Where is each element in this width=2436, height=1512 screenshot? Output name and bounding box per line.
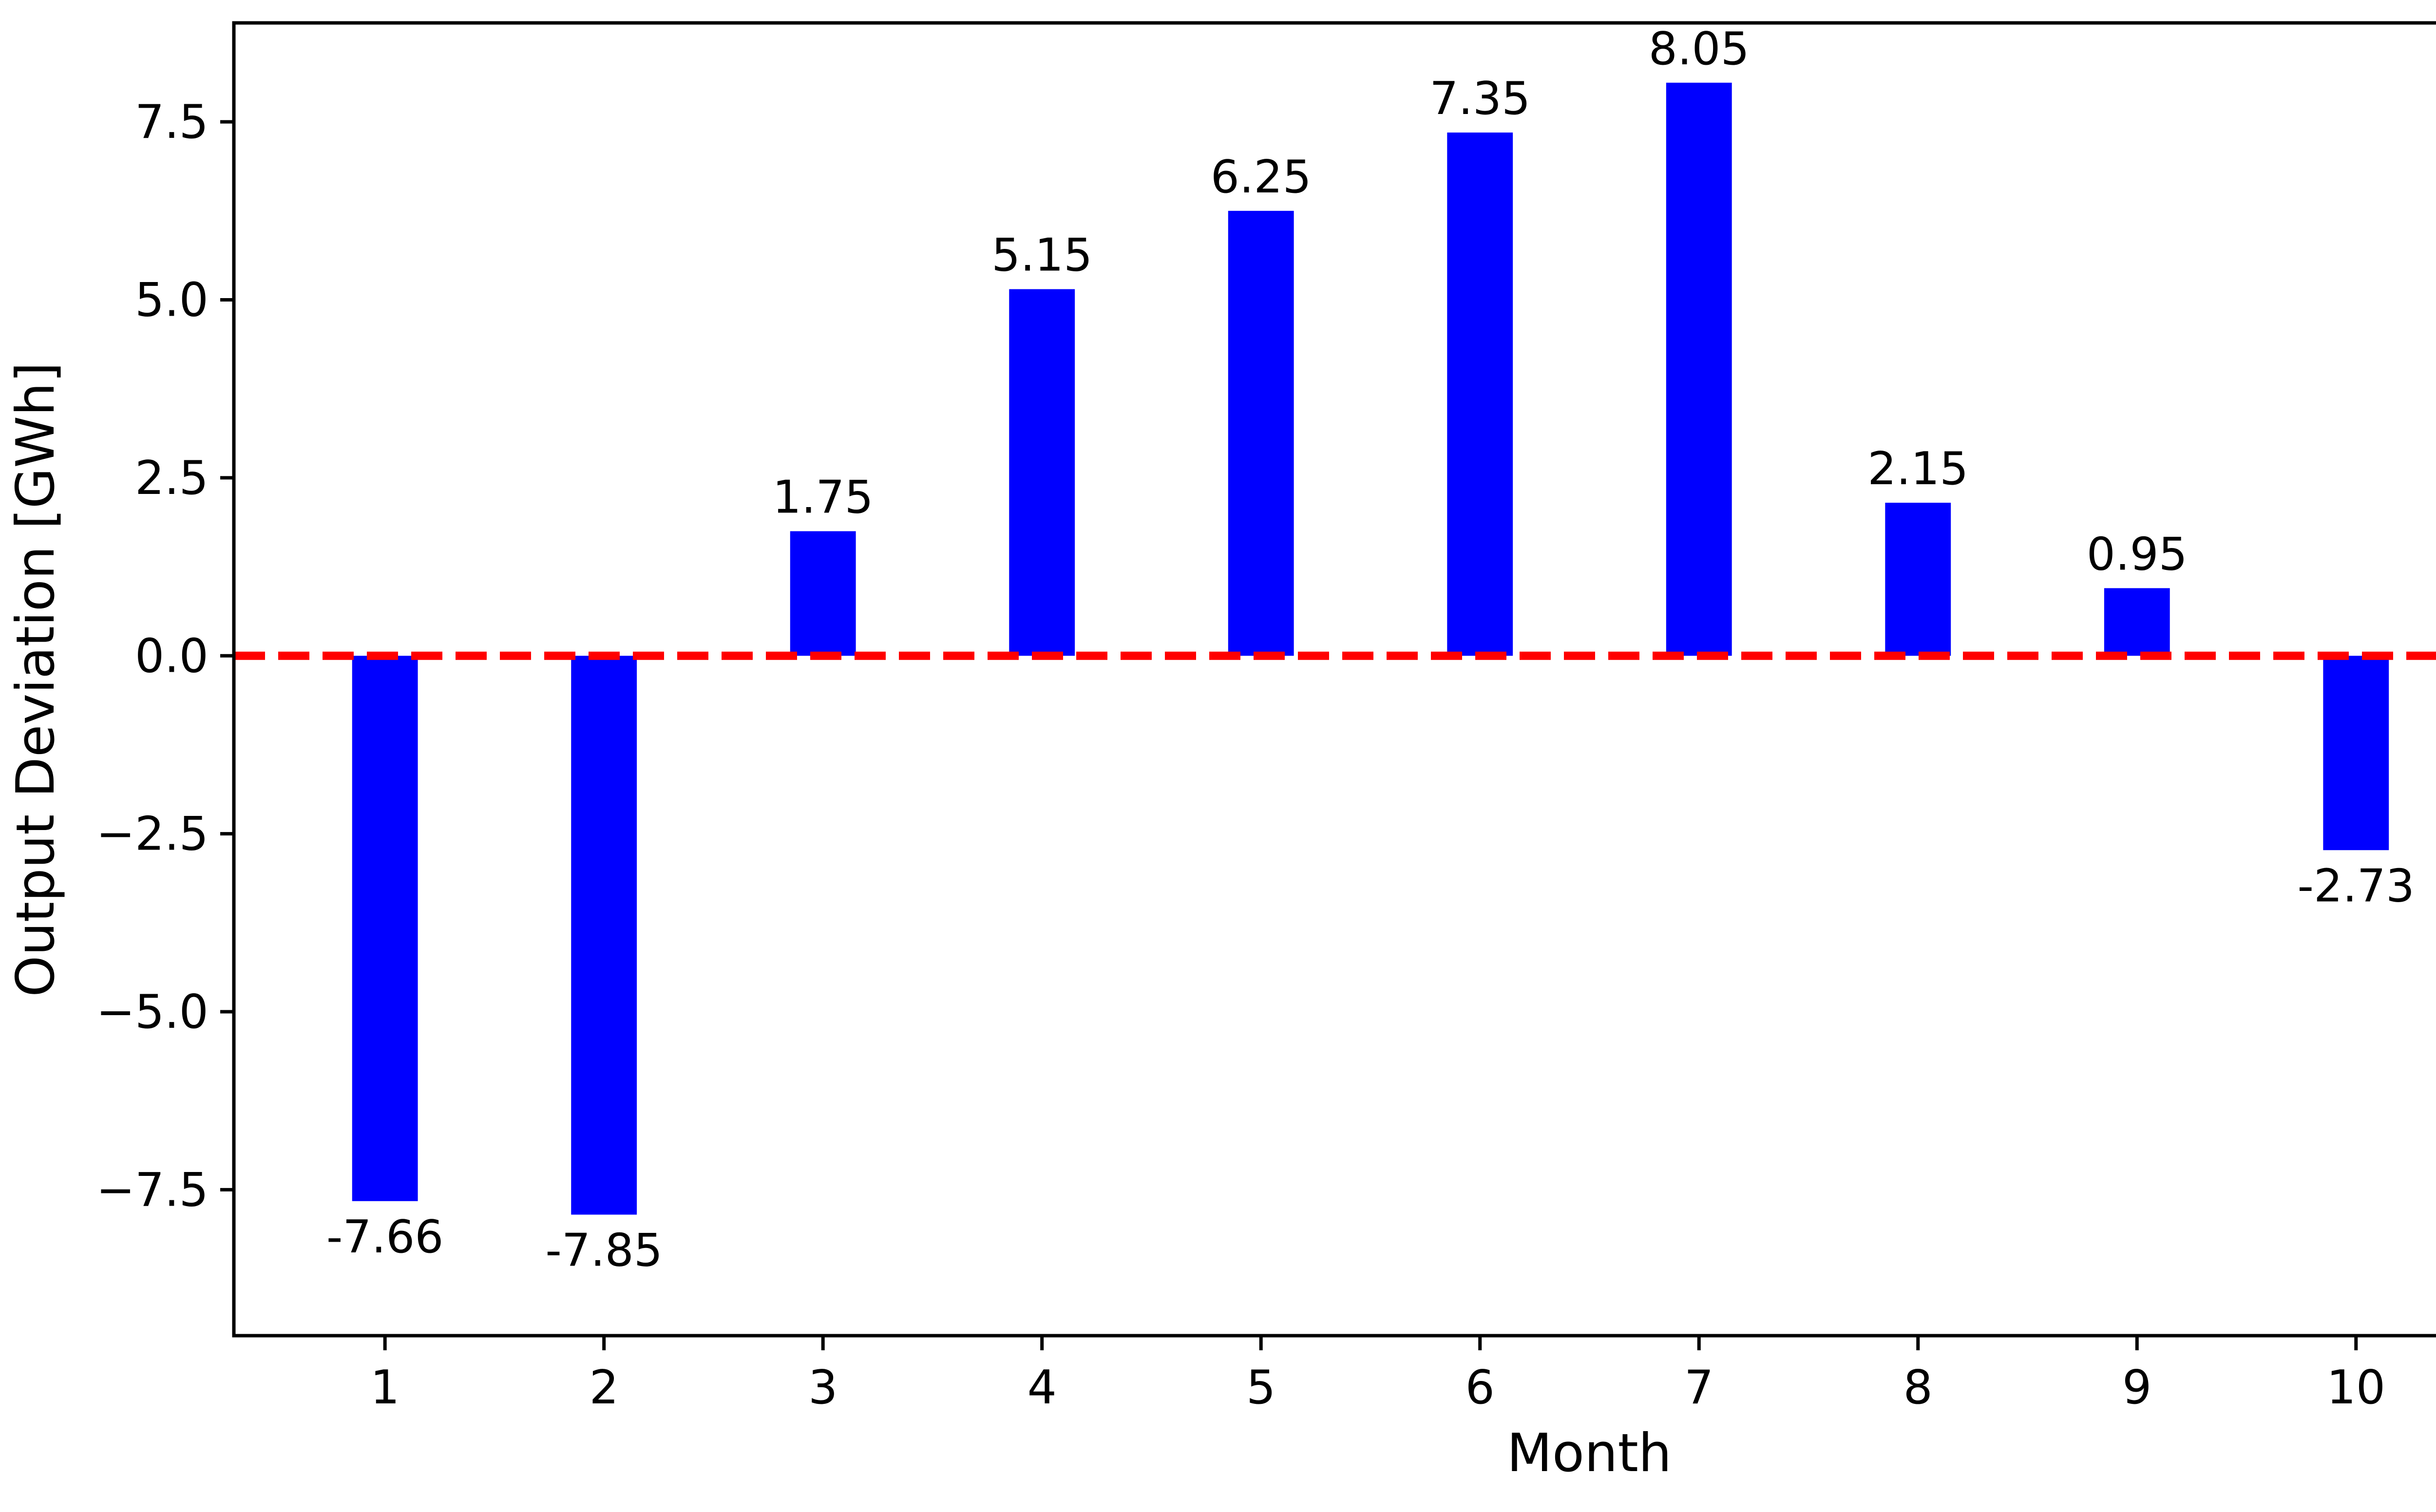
bar-month-2 <box>571 656 637 1215</box>
bar-value-label-month-4: 5.15 <box>991 229 1092 282</box>
y-tick-label: 2.5 <box>135 452 209 505</box>
y-axis-title: Output Deviation [GWh] <box>5 362 66 997</box>
y-tick-label: 0.0 <box>135 629 209 683</box>
bar-month-6 <box>1447 132 1513 656</box>
bar-value-label-month-3: 1.75 <box>773 471 874 524</box>
bar-value-label-month-7: 8.05 <box>1649 22 1750 75</box>
bar-month-4 <box>1009 289 1075 656</box>
bar-month-7 <box>1666 82 1732 656</box>
x-axis-title: Month <box>1507 1423 1672 1484</box>
y-tick-label: −2.5 <box>96 808 209 861</box>
x-tick-label: 3 <box>808 1361 837 1415</box>
x-tick-label: 7 <box>1684 1361 1713 1415</box>
bar-value-label-month-10: -2.73 <box>2297 859 2415 912</box>
x-tick-label: 2 <box>589 1361 618 1415</box>
bar-value-label-month-8: 2.15 <box>1867 442 1968 495</box>
bar-value-label-month-6: 7.35 <box>1429 72 1530 125</box>
bar-month-10 <box>2323 656 2389 850</box>
y-tick-label: −5.0 <box>96 985 209 1039</box>
plot-border <box>232 21 2436 1338</box>
bar-month-1 <box>352 656 418 1201</box>
y-tick-label: −7.5 <box>96 1163 209 1217</box>
bar-value-label-month-1: -7.66 <box>326 1210 444 1263</box>
bar-month-9 <box>2104 588 2170 656</box>
ticks-group: 7.55.02.50.0−2.5−5.0−7.5123456789101112 <box>96 95 2385 1415</box>
y-tick-label: 5.0 <box>135 274 209 327</box>
bar-month-5 <box>1228 210 1294 656</box>
bars-group <box>352 82 2389 1215</box>
bar-value-label-month-2: -7.85 <box>545 1224 663 1277</box>
bar-value-labels-group: -7.66 -7.85 1.75 5.15 6.25 7.35 8.05 2.15 0.95 -2… <box>326 22 2415 1277</box>
bar-value-label-month-5: 6.25 <box>1211 151 1312 203</box>
bar-month-3 <box>790 531 856 656</box>
bar-month-8 <box>1885 503 1951 656</box>
x-tick-label: 1 <box>370 1361 400 1415</box>
x-tick-label: 9 <box>2122 1361 2151 1415</box>
bar-value-label-month-9: 0.95 <box>2087 528 2188 580</box>
x-tick-label: 5 <box>1246 1361 1275 1415</box>
x-tick-label: 8 <box>1903 1361 1933 1415</box>
x-tick-label: 6 <box>1465 1361 1495 1415</box>
x-tick-label: 4 <box>1027 1361 1056 1415</box>
x-tick-label: 10 <box>2326 1361 2385 1415</box>
y-tick-label: 7.5 <box>135 95 209 149</box>
